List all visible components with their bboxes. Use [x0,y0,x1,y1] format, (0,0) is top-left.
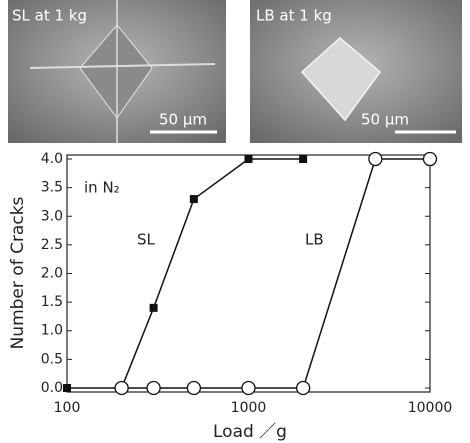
y-tick-label: 1.5 [41,294,63,310]
x-tick-label: 100 [54,400,81,416]
micrograph: LB at 1 kg 50 µm [250,0,462,143]
y-tick-label: 3.5 [41,180,63,196]
plot-frame [66,154,431,393]
y-axis-title: Number of Cracks [8,196,28,349]
y-tick-label: 0.5 [41,351,63,367]
y-tick-label: 0.0 [41,380,63,396]
y-tick-label: 1.0 [41,323,63,339]
series-line [67,158,304,389]
scale-bar-label: 50 µm [159,111,207,129]
marker [146,380,161,396]
x-axis-title: Load ／g [213,422,287,442]
marker [149,303,158,312]
series-line [121,158,430,389]
y-tick-label: 4.0 [41,151,63,167]
y-tick-label: 2.0 [41,266,63,282]
marker [186,380,202,396]
marker [368,151,383,167]
y-tick-label: 2.5 [41,237,63,253]
marker [63,383,71,392]
annotation: SL [137,231,156,249]
marker [422,151,438,167]
marker [299,155,308,164]
x-tick-label: 1000 [231,400,267,416]
annotation: LB [305,231,324,249]
marker [241,380,256,396]
image-label: LB at 1 kg [256,7,332,25]
x-tick-label: 10000 [408,400,453,416]
y-tick-label: 3.0 [41,208,63,224]
marker [114,380,129,396]
marker [189,195,198,204]
micrograph: SL at 1 kg 50 µm [8,0,226,143]
marker [244,155,253,164]
scale-bar-label: 50 µm [361,111,409,129]
image-label: SL at 1 kg [12,7,87,25]
marker [295,380,311,396]
annotation: in N₂ [84,179,120,197]
